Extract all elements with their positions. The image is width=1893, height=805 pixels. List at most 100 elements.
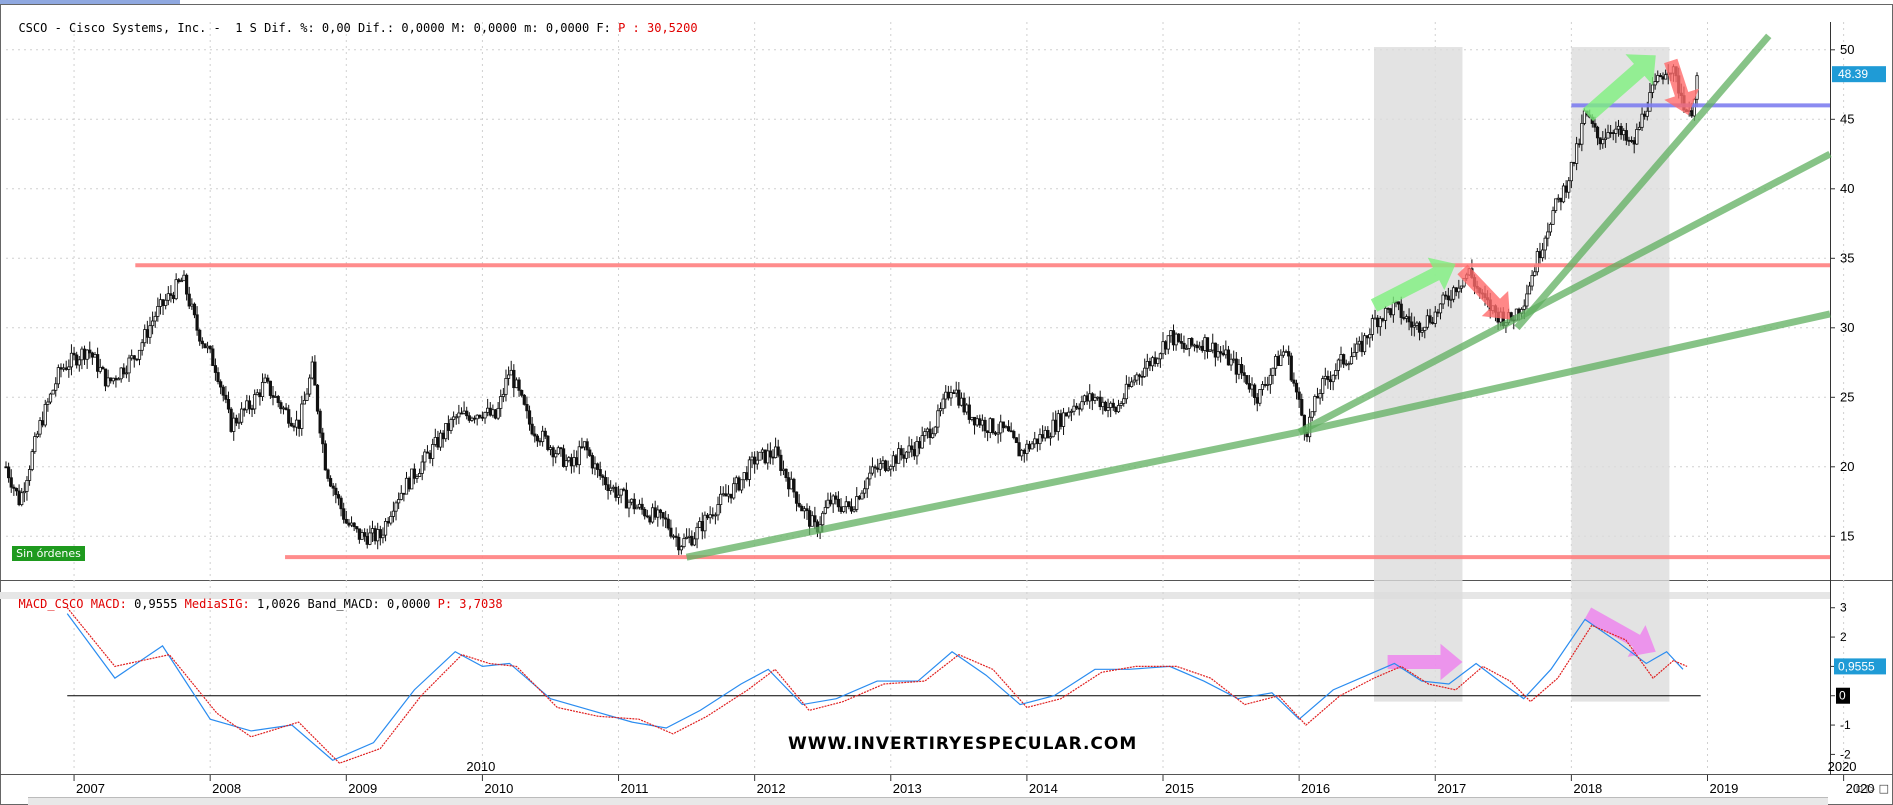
candle-body — [938, 408, 943, 412]
candle-body — [1410, 321, 1414, 328]
candle-body — [1190, 338, 1194, 346]
candle-body — [821, 512, 825, 526]
candle-body — [1433, 311, 1437, 324]
candle-body — [397, 499, 401, 504]
candle-body — [1381, 318, 1385, 321]
candle-body — [1632, 140, 1636, 145]
candle-body — [1339, 354, 1343, 361]
candle-body — [161, 299, 165, 306]
candle-body — [711, 514, 715, 517]
candle-body — [1391, 302, 1395, 316]
candle-body — [726, 493, 731, 497]
candle-body — [999, 421, 1003, 434]
candle-body — [808, 510, 812, 527]
watermark: WWW.INVERTIRYESPECULAR.COM — [788, 734, 1138, 754]
orders-badge[interactable]: Sin órdenes — [12, 546, 85, 561]
candle-body — [132, 355, 136, 360]
corner-tool-icons[interactable]: ▫ ▷ □ — [1855, 782, 1889, 795]
candle-body — [1331, 374, 1335, 383]
candle-body — [606, 484, 610, 491]
candle-body — [407, 477, 411, 490]
candle-body — [834, 495, 838, 500]
candle-body — [90, 352, 94, 358]
candle-body — [763, 449, 767, 464]
candle-body — [978, 418, 982, 426]
candle-body — [664, 517, 668, 520]
candle-body — [936, 410, 940, 428]
candle-body — [195, 314, 199, 331]
candle-body — [1334, 370, 1338, 376]
candle-body — [1648, 92, 1652, 112]
candle-body — [1012, 431, 1016, 439]
candle-body — [878, 463, 882, 470]
candle-body — [794, 491, 799, 504]
candle-body — [352, 522, 356, 528]
candle-body — [1059, 413, 1063, 427]
zero-label: 0 — [1839, 689, 1846, 703]
candle-body — [12, 486, 16, 489]
candle-body — [465, 410, 469, 417]
candle-body — [1664, 74, 1668, 80]
candle-body — [1598, 137, 1602, 145]
candle-body — [281, 407, 286, 410]
candle-body — [1279, 354, 1283, 366]
candle-body — [1069, 410, 1073, 413]
candle-body — [260, 381, 265, 397]
candle-body — [1522, 305, 1526, 310]
candle-body — [1622, 130, 1626, 136]
last-price-box — [1832, 66, 1886, 83]
candle-body — [797, 502, 801, 507]
pink-arrow — [1387, 643, 1463, 681]
candle-body — [876, 467, 880, 470]
candle-body — [205, 345, 210, 349]
candle-body — [119, 367, 123, 380]
candle-body — [1580, 122, 1584, 145]
macd-y-tick-label: -1 — [1840, 718, 1851, 732]
candle-body — [595, 463, 600, 470]
candle-body — [632, 498, 636, 510]
candle-body — [1200, 345, 1204, 351]
candle-body — [1041, 434, 1045, 439]
candle-body — [551, 447, 555, 458]
candle-body — [645, 515, 649, 518]
candle-body — [14, 487, 19, 492]
candle-body — [211, 348, 215, 366]
candle-body — [1640, 113, 1644, 128]
candle-body — [166, 293, 170, 301]
candle-body — [695, 526, 699, 540]
pink-arrow — [1584, 607, 1656, 657]
candle-body — [276, 396, 280, 403]
candle-body — [805, 508, 809, 511]
candle-body — [857, 496, 861, 500]
candle-body — [1171, 330, 1176, 346]
candle-body — [1548, 223, 1553, 233]
symbol-info: CSCO - Cisco Systems, Inc. - 1 S Dif. %:… — [18, 21, 611, 35]
candle-body — [666, 518, 670, 529]
candle-body — [446, 423, 450, 431]
candle-body — [580, 446, 584, 449]
candle-body — [462, 410, 466, 414]
candle-body — [1054, 419, 1058, 432]
candle-body — [781, 468, 786, 471]
candle-body — [915, 441, 919, 457]
candle-body — [1336, 359, 1340, 371]
candle-body — [737, 477, 741, 491]
candle-body — [1143, 367, 1147, 377]
x-tick-label: 2017 — [1437, 781, 1466, 796]
candle-body — [1454, 287, 1458, 293]
candle-body — [363, 532, 367, 537]
candle-body — [637, 503, 642, 508]
candle-body — [1428, 315, 1432, 323]
candle-body — [630, 498, 634, 503]
candle-body — [705, 514, 710, 519]
candle-body — [1111, 402, 1115, 408]
x-tick-label: 2016 — [1301, 781, 1330, 796]
candle-body — [208, 345, 212, 350]
candle-body — [1441, 294, 1445, 305]
candle-body — [1609, 132, 1613, 134]
candle-body — [41, 420, 45, 426]
candle-body — [88, 349, 92, 354]
candle-body — [59, 367, 63, 370]
candle-body — [342, 508, 346, 520]
horizontal-scrollbar[interactable] — [28, 797, 1828, 805]
